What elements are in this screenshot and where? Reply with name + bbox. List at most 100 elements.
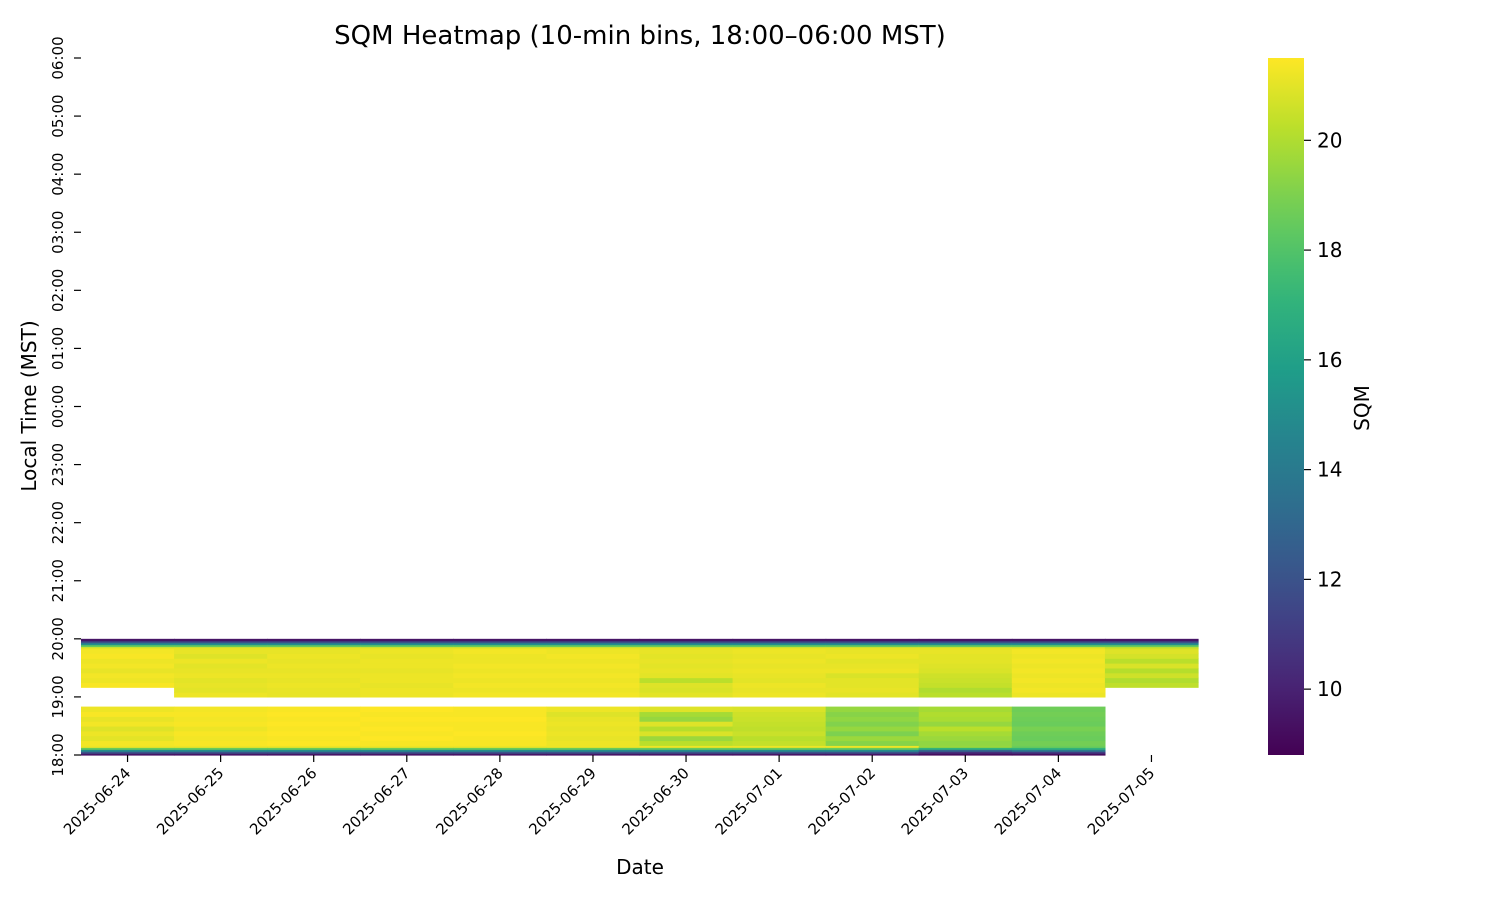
heatmap-cell (639, 648, 734, 654)
heatmap-cell (732, 644, 827, 648)
heatmap-cell (639, 658, 734, 664)
heatmap-cell (825, 648, 920, 654)
heatmap-cell (918, 725, 1013, 732)
y-tick-label: 19:00 (49, 675, 67, 718)
heatmap-cell (360, 653, 454, 659)
heatmap-cell (81, 644, 175, 648)
heatmap-cell (360, 735, 454, 742)
x-tick-label: 2025-07-05 (1084, 764, 1158, 838)
heatmap-cell (267, 730, 361, 737)
heatmap-cell (360, 716, 454, 722)
y-tick-label: 01:00 (49, 327, 67, 370)
heatmap-cell (267, 749, 361, 752)
heatmap-cell (174, 692, 268, 698)
heatmap-cell (1011, 706, 1106, 713)
heatmap-cell (639, 687, 734, 693)
heatmap-cell (81, 721, 175, 727)
y-axis-label: Local Time (MST) (17, 320, 41, 491)
x-tick-label: 2025-07-01 (712, 764, 786, 838)
heatmap-cell (81, 638, 175, 642)
heatmap-cell (732, 706, 827, 713)
y-tick-label: 00:00 (49, 385, 67, 428)
heatmap-cell (267, 663, 361, 669)
heatmap-cell (1104, 638, 1199, 642)
heatmap-cell (639, 721, 734, 727)
heatmap-cell (267, 667, 361, 674)
heatmap-cell (546, 730, 641, 737)
heatmap-cell (360, 682, 454, 688)
x-tick-label: 2025-06-26 (246, 764, 320, 838)
heatmap-cell (453, 753, 548, 756)
heatmap-cell (174, 682, 268, 688)
heatmap-cell (174, 648, 268, 654)
heatmap-cell (453, 711, 548, 717)
colorbar-tick-label: 10 (1317, 677, 1342, 701)
heatmap-cell (81, 677, 175, 683)
heatmap-cell (639, 747, 734, 750)
heatmap-cell (453, 667, 548, 674)
chart-title: SQM Heatmap (10-min bins, 18:00–06:00 MS… (334, 21, 946, 51)
heatmap-cell (918, 735, 1013, 742)
heatmap-cell (639, 682, 734, 688)
heatmap-cell (1104, 667, 1199, 674)
heatmap-cell (1104, 663, 1199, 669)
heatmap-cell (81, 653, 175, 659)
heatmap-cell (453, 648, 548, 654)
heatmap-cell (639, 706, 734, 713)
heatmap-cell (174, 716, 268, 722)
heatmap-cell (360, 753, 454, 756)
heatmap-cell (174, 663, 268, 669)
heatmap-cell (639, 740, 734, 746)
heatmap-cell (546, 740, 641, 746)
heatmap-cell (546, 640, 641, 644)
heatmap-cell (360, 646, 454, 650)
heatmap-cell (546, 672, 641, 679)
y-tick-label: 20:00 (49, 617, 67, 660)
heatmap-cell (546, 653, 641, 659)
heatmap-cell (825, 692, 920, 698)
heatmap-cell (174, 740, 268, 746)
heatmap-cell (453, 658, 548, 664)
heatmap-cell (453, 692, 548, 698)
heatmap-cell (453, 653, 548, 659)
heatmap-cell (453, 716, 548, 722)
heatmap-cell (546, 711, 641, 717)
heatmap-cell (174, 687, 268, 693)
heatmap-cell (639, 711, 734, 717)
heatmap-cell (453, 663, 548, 669)
heatmap-cell (81, 749, 175, 752)
heatmap-cell (546, 638, 641, 642)
heatmap-cell (546, 706, 641, 713)
heatmap-cell (1011, 740, 1106, 746)
heatmap-cell (267, 640, 361, 644)
heatmap-cell (732, 753, 827, 756)
heatmap-cell (81, 725, 175, 732)
heatmap-cell (1011, 653, 1106, 659)
heatmap-cell (546, 644, 641, 648)
heatmap-cell (1011, 642, 1106, 646)
heatmap-cell (81, 747, 175, 750)
heatmap-cell (267, 745, 361, 748)
x-axis-label: Date (616, 855, 664, 879)
colorbar-tick-label: 12 (1317, 567, 1342, 591)
heatmap-cell (1011, 735, 1106, 742)
x-axis: 2025-06-24 2025-06-25 2025-06-26 2025-06-27… (60, 755, 1158, 838)
heatmap-cell (732, 658, 827, 664)
colorbar-tick-label: 14 (1317, 458, 1342, 482)
heatmap-cell (732, 638, 827, 642)
heatmap-cell (825, 640, 920, 644)
heatmap-cell (639, 716, 734, 722)
heatmap-cell (81, 667, 175, 674)
y-tick-label: 05:00 (49, 94, 67, 137)
heatmap-cell (1011, 648, 1106, 654)
heatmap-cell (546, 749, 641, 752)
colorbar-label: SQM (1350, 385, 1374, 431)
heatmap-cell (546, 646, 641, 650)
heatmap-cell (267, 747, 361, 750)
heatmap-cell (639, 640, 734, 644)
heatmap-cell (267, 644, 361, 648)
heatmap-cell (732, 640, 827, 644)
heatmap-cell (360, 692, 454, 698)
heatmap-cell (546, 725, 641, 732)
heatmap-cell (267, 711, 361, 717)
